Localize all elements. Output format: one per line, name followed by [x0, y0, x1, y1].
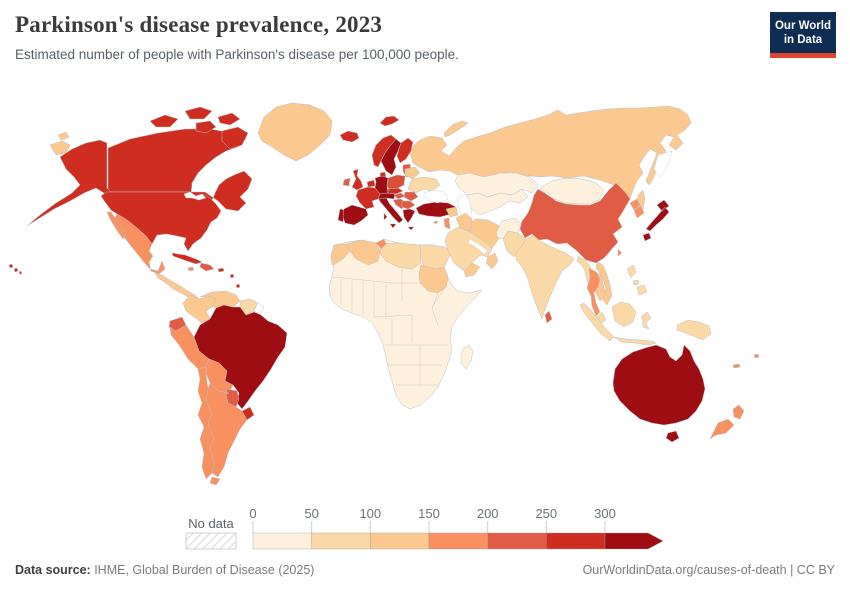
- region-israel-jordan[interactable]: [443, 217, 451, 230]
- country-oman[interactable]: [485, 252, 499, 270]
- country-russia-chukotka-west[interactable]: [49, 140, 71, 156]
- country-poland[interactable]: [386, 174, 406, 190]
- sea-of-okhotsk: [653, 150, 673, 178]
- country-india[interactable]: [515, 234, 575, 320]
- country-iraq[interactable]: [455, 212, 473, 232]
- country-colombia[interactable]: [182, 294, 217, 324]
- country-mexico[interactable]: [106, 211, 166, 275]
- legend-tick-label: 50: [304, 506, 318, 521]
- legend-tick-label: 150: [418, 506, 440, 521]
- black-sea: [423, 189, 449, 204]
- legend-tick-label: 100: [359, 506, 381, 521]
- country-sweden[interactable]: [380, 138, 402, 176]
- country-greenland[interactable]: [257, 102, 333, 162]
- country-russia-novaya-zemlya[interactable]: [443, 120, 469, 138]
- country-spain[interactable]: [342, 204, 369, 226]
- region-pacific-islands[interactable]: [732, 353, 760, 369]
- country-cuba[interactable]: [171, 252, 203, 265]
- region-central-asia[interactable]: [465, 188, 529, 216]
- country-thailand[interactable]: [586, 267, 601, 317]
- chart-header: Parkinson's disease prevalence, 2023 Est…: [15, 12, 760, 62]
- country-cyprus[interactable]: [432, 220, 439, 225]
- legend-segment-50-100[interactable]: [311, 532, 371, 550]
- country-russia-wrangel-island[interactable]: [57, 131, 70, 141]
- country-usa-alaska[interactable]: [26, 139, 121, 227]
- country-sudan[interactable]: [418, 264, 449, 294]
- legend-segment-250-300[interactable]: [546, 532, 606, 550]
- legend-segment-200-250[interactable]: [487, 532, 547, 550]
- country-hispaniola[interactable]: [199, 262, 215, 272]
- world-choropleth-map: [8, 102, 760, 486]
- chart-footer: Data source: IHME, Global Burden of Dise…: [15, 563, 835, 577]
- country-usa-hawaii[interactable]: [8, 263, 23, 275]
- country-vietnam[interactable]: [595, 261, 613, 306]
- country-sri-lanka[interactable]: [544, 310, 553, 324]
- great-lakes: [183, 191, 207, 201]
- country-france[interactable]: [355, 186, 381, 210]
- country-philippines[interactable]: [626, 264, 648, 296]
- owid-logo-line2: in Data: [783, 33, 823, 46]
- african-borders: [332, 269, 448, 386]
- legend-segment-100-150[interactable]: [370, 532, 430, 550]
- legend-segment-0-50[interactable]: [252, 532, 312, 550]
- country-madagascar[interactable]: [460, 344, 474, 370]
- country-north-korea[interactable]: [629, 198, 641, 211]
- data-source-text: IHME, Global Burden of Disease (2025): [90, 563, 315, 577]
- no-data-label: No data: [188, 516, 234, 531]
- country-jamaica[interactable]: [187, 266, 195, 272]
- data-source-note: Data source: IHME, Global Burden of Dise…: [15, 563, 314, 577]
- country-portugal[interactable]: [337, 208, 345, 223]
- country-greece[interactable]: [402, 208, 416, 231]
- country-french-guiana-no-data[interactable]: [253, 302, 265, 315]
- country-united-kingdom[interactable]: [351, 168, 364, 191]
- country-algeria[interactable]: [345, 239, 381, 266]
- country-syria[interactable]: [445, 206, 459, 218]
- region-alpine[interactable]: [377, 192, 396, 200]
- owid-logo[interactable]: Our World in Data: [770, 12, 836, 58]
- page-title: Parkinson's disease prevalence, 2023: [15, 12, 383, 37]
- country-libya[interactable]: [379, 242, 422, 270]
- chart-subtitle: Estimated number of people with Parkinso…: [15, 47, 459, 62]
- legend-segment-150-200[interactable]: [428, 532, 488, 550]
- legend-tick-label: 200: [477, 506, 499, 521]
- region-new-guinea[interactable]: [676, 319, 712, 341]
- country-china[interactable]: [519, 182, 631, 264]
- country-egypt[interactable]: [419, 244, 453, 270]
- region-benelux[interactable]: [366, 179, 376, 188]
- map-legend: No data 0 50 100 150 200 250 300: [185, 506, 664, 550]
- country-finland[interactable]: [396, 137, 414, 164]
- country-romania[interactable]: [403, 191, 419, 202]
- no-data-swatch[interactable]: [185, 532, 237, 550]
- country-ireland[interactable]: [342, 177, 351, 187]
- country-iceland[interactable]: [339, 130, 360, 143]
- country-puerto-rico[interactable]: [217, 267, 241, 289]
- legend-segment-300-plus-arrow[interactable]: [604, 532, 664, 550]
- country-south-korea[interactable]: [633, 205, 645, 219]
- country-japan[interactable]: [642, 199, 670, 242]
- country-belarus[interactable]: [404, 166, 421, 180]
- persian-gulf: [467, 238, 489, 255]
- country-indonesia[interactable]: [579, 301, 657, 346]
- country-canada-arctic-islands[interactable]: [149, 106, 249, 150]
- country-new-zealand[interactable]: [709, 404, 745, 440]
- country-ukraine[interactable]: [407, 176, 441, 194]
- country-mongolia[interactable]: [539, 177, 605, 205]
- region-serbia-bulgaria[interactable]: [401, 200, 416, 210]
- country-yemen[interactable]: [463, 262, 481, 278]
- legend-tick-label: 250: [535, 506, 557, 521]
- country-taiwan[interactable]: [617, 248, 623, 257]
- legend-tick-label: 0: [249, 506, 256, 521]
- country-australia[interactable]: [612, 344, 706, 443]
- license-credit-link[interactable]: OurWorldinData.org/causes-of-death | CC …: [582, 563, 835, 577]
- country-chile[interactable]: [197, 366, 215, 480]
- country-saudi-arabia[interactable]: [444, 226, 493, 272]
- legend-tick-label: 300: [594, 506, 616, 521]
- data-source-label: Data source:: [15, 563, 91, 577]
- country-italy[interactable]: [378, 195, 404, 229]
- owid-logo-line1: Our World: [774, 19, 831, 32]
